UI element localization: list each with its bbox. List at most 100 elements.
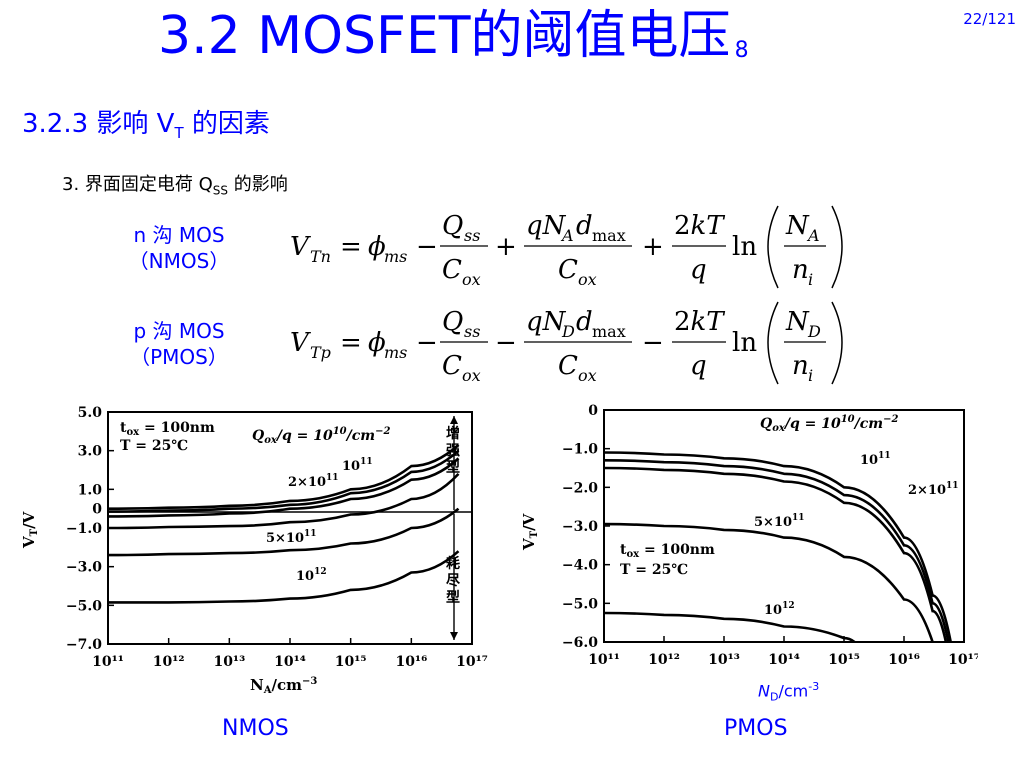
pmos-ytick-label: 0 — [588, 403, 598, 419]
eq2-op3: − — [642, 328, 664, 358]
nmos-tox-annotation: tox = 100nm — [120, 420, 215, 438]
pmos-label-2e11: 2×1011 — [908, 481, 959, 498]
eq1-op3: + — [642, 232, 664, 262]
eq2-d: d — [576, 307, 593, 337]
nmos-xlabel: NA/cm−3 — [250, 676, 317, 696]
eq2-dmax: max — [592, 322, 626, 341]
pmos-ytick-label: −6.0 — [562, 635, 598, 651]
pmos-xlabel-tail: /cm — [778, 681, 809, 701]
pmos-xlabel-sup: -3 — [808, 680, 820, 693]
pmos-xtick-label: 10¹⁶ — [888, 652, 920, 668]
title-text: 3.2 MOSFET的阈值电压 — [158, 6, 731, 66]
nmos-xtick-label: 10¹⁴ — [274, 654, 306, 670]
nmos-label-line1: n 沟 MOS — [133, 223, 225, 247]
nmos-ytick-label: 3.0 — [78, 444, 103, 460]
nmos-xtick-label: 10¹³ — [213, 654, 245, 670]
nmos-series-line-4 — [107, 507, 460, 557]
eq2-left-paren — [767, 301, 779, 385]
pmos-caption: PMOS — [724, 716, 788, 741]
eq1-left-paren — [767, 205, 779, 289]
pmos-plot-frame — [603, 409, 965, 643]
eq2-ni-sub: i — [808, 366, 813, 385]
pmos-xtick-label: 10¹³ — [708, 652, 740, 668]
pmos-ytick-label: −5.0 — [562, 596, 598, 612]
pmos-label-1e12: 1012 — [764, 601, 795, 618]
nmos-xtick-label: 10¹¹ — [92, 654, 124, 670]
eq1-qna: qN — [526, 211, 567, 241]
eq2-nd-sub: D — [561, 322, 575, 341]
eq2-q-sub: ss — [464, 322, 480, 341]
nmos-ytick-label: 1.0 — [78, 482, 103, 498]
pmos-label-1e11: 1011 — [860, 451, 891, 468]
pmos-series-line-4 — [603, 611, 856, 644]
item-heading: 3. 界面固定电荷 QSS 的影响 — [62, 170, 288, 198]
nmos-label-2e11: 2×1011 — [288, 473, 339, 490]
section-heading: 3.2.3 影响 VT 的因素 — [22, 103, 270, 142]
eq1-equals: = — [340, 232, 362, 262]
pmos-label-line2: （PMOS） — [130, 345, 228, 369]
eq2-q: Q — [442, 307, 463, 337]
eq2-ln: ln — [732, 328, 757, 358]
pmos-xlabel-main: N — [758, 681, 770, 701]
nmos-ytick-label: −3.0 — [66, 560, 102, 576]
pmos-series-line-3 — [603, 522, 934, 643]
eq2-n-sub: D — [807, 322, 821, 341]
nmos-series-line-3 — [107, 473, 460, 530]
eq2-right-paren — [831, 301, 843, 385]
nmos-ylabel: VT/V — [20, 511, 40, 549]
eq1-qdenom: q — [690, 255, 707, 285]
eq1-ln: ln — [732, 232, 757, 262]
pmos-xlabel: ND/cm-3 — [758, 680, 819, 704]
pmos-ytick-label: −2.0 — [562, 480, 598, 496]
nmos-xtick-label: 10¹⁶ — [395, 654, 427, 670]
pmos-series-line-1 — [603, 459, 950, 643]
eq1-n-sub: A — [806, 226, 820, 245]
nmos-series-line-1 — [107, 449, 460, 513]
nmos-series-line-2 — [107, 457, 460, 518]
nmos-ytick-label: −1.0 — [66, 521, 102, 537]
page-number: 22/121 — [963, 10, 1016, 28]
nmos-ytick-label: −7.0 — [66, 637, 102, 653]
nmos-equation: V Tn = ϕ ms − Q ss C ox + qN A d max C o… — [290, 205, 843, 289]
pmos-label: p 沟 MOS （PMOS） — [84, 318, 274, 370]
item-subscript: SS — [212, 183, 229, 198]
eq1-ni-sub: i — [808, 270, 813, 289]
eq1-minus: − — [416, 232, 438, 262]
eq1-lhs-sub: Tn — [310, 247, 331, 266]
eq2-lhs: V — [290, 328, 311, 358]
nmos-ytick-label: 5.0 — [78, 405, 103, 421]
nmos-enhancement-label: 增强型 — [446, 425, 460, 476]
nmos-label-5e11: 5×1011 — [266, 529, 317, 546]
pmos-series-line-2 — [603, 466, 948, 643]
eq2-phi: ϕ — [368, 328, 386, 358]
page-title: 3.2 MOSFET的阈值电压 8 — [158, 6, 749, 77]
eq1-lhs: V — [290, 232, 311, 262]
nmos-xtick-label: 10¹⁵ — [335, 654, 367, 670]
pmos-xtick-label: 10¹² — [648, 652, 680, 668]
section-subscript: T — [174, 124, 184, 143]
eq1-right-paren — [831, 205, 843, 289]
pmos-temp-annotation: T = 25℃ — [620, 562, 688, 578]
eq1-c1: C — [442, 255, 462, 285]
nmos-xtick-label: 10¹² — [153, 654, 185, 670]
eq2-equals: = — [340, 328, 362, 358]
section-main: 3.2.3 影响 V — [22, 109, 175, 139]
pmos-label-line1: p 沟 MOS — [133, 319, 225, 343]
eq1-q: Q — [442, 211, 463, 241]
eq1-2kt: 2kT — [674, 211, 725, 241]
nmos-label: n 沟 MOS （NMOS） — [84, 222, 274, 274]
eq1-phi-sub: ms — [384, 247, 407, 266]
nmos-depletion-label: 耗尽型 — [446, 555, 461, 606]
nmos-qox-annotation: Qox/q = 1010/cm−2 — [252, 426, 390, 446]
nmos-ytick-label: 0 — [92, 502, 102, 518]
eq2-qdenom: q — [690, 351, 707, 381]
pmos-label-5e11: 5×1011 — [754, 513, 805, 530]
eq2-c1-sub: ox — [462, 366, 481, 385]
pmos-xtick-label: 10¹⁵ — [828, 652, 860, 668]
eq2-c2-sub: ox — [578, 366, 597, 385]
eq2-minus: − — [416, 328, 438, 358]
eq1-c2: C — [558, 255, 578, 285]
eq1-c2-sub: ox — [578, 270, 597, 289]
pmos-ytick-label: −1.0 — [562, 442, 598, 458]
eq1-op2: + — [495, 232, 517, 262]
